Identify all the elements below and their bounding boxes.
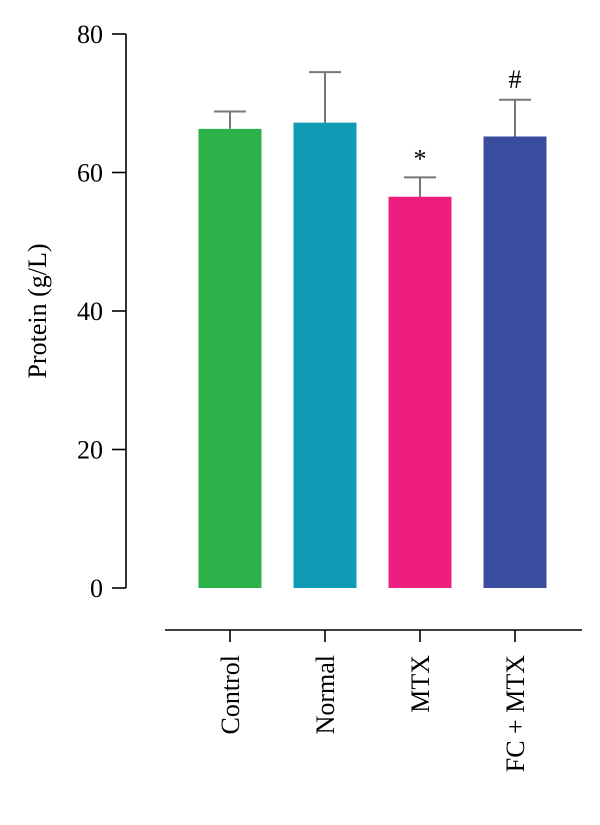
- bar-control: [198, 128, 262, 588]
- y-axis: 0 20 40 60 80: [77, 20, 127, 603]
- y-tick-label-60: 60: [77, 159, 103, 188]
- bars: *#: [198, 65, 547, 589]
- x-tick-label-control: Control: [216, 655, 245, 734]
- bar-mtx: [388, 196, 452, 589]
- bar-normal: [293, 122, 357, 588]
- significance-marker-fc-mtx: #: [509, 65, 522, 94]
- y-tick-label-80: 80: [77, 20, 103, 49]
- y-tick-label-40: 40: [77, 297, 103, 326]
- x-axis: Control Normal MTX FC + MTX: [165, 629, 582, 772]
- x-ticks: Control Normal MTX FC + MTX: [216, 630, 530, 772]
- bar-fc-mtx: [483, 136, 547, 589]
- x-tick-label-mtx: MTX: [406, 655, 435, 713]
- x-tick-label-normal: Normal: [311, 655, 340, 734]
- y-tick-label-0: 0: [90, 574, 103, 603]
- y-axis-title: Protein (g/L): [23, 243, 52, 378]
- x-tick-label-fc-mtx: FC + MTX: [501, 655, 530, 772]
- y-ticks: 0 20 40 60 80: [77, 20, 126, 603]
- significance-marker-mtx: *: [414, 144, 427, 173]
- y-tick-label-20: 20: [77, 436, 103, 465]
